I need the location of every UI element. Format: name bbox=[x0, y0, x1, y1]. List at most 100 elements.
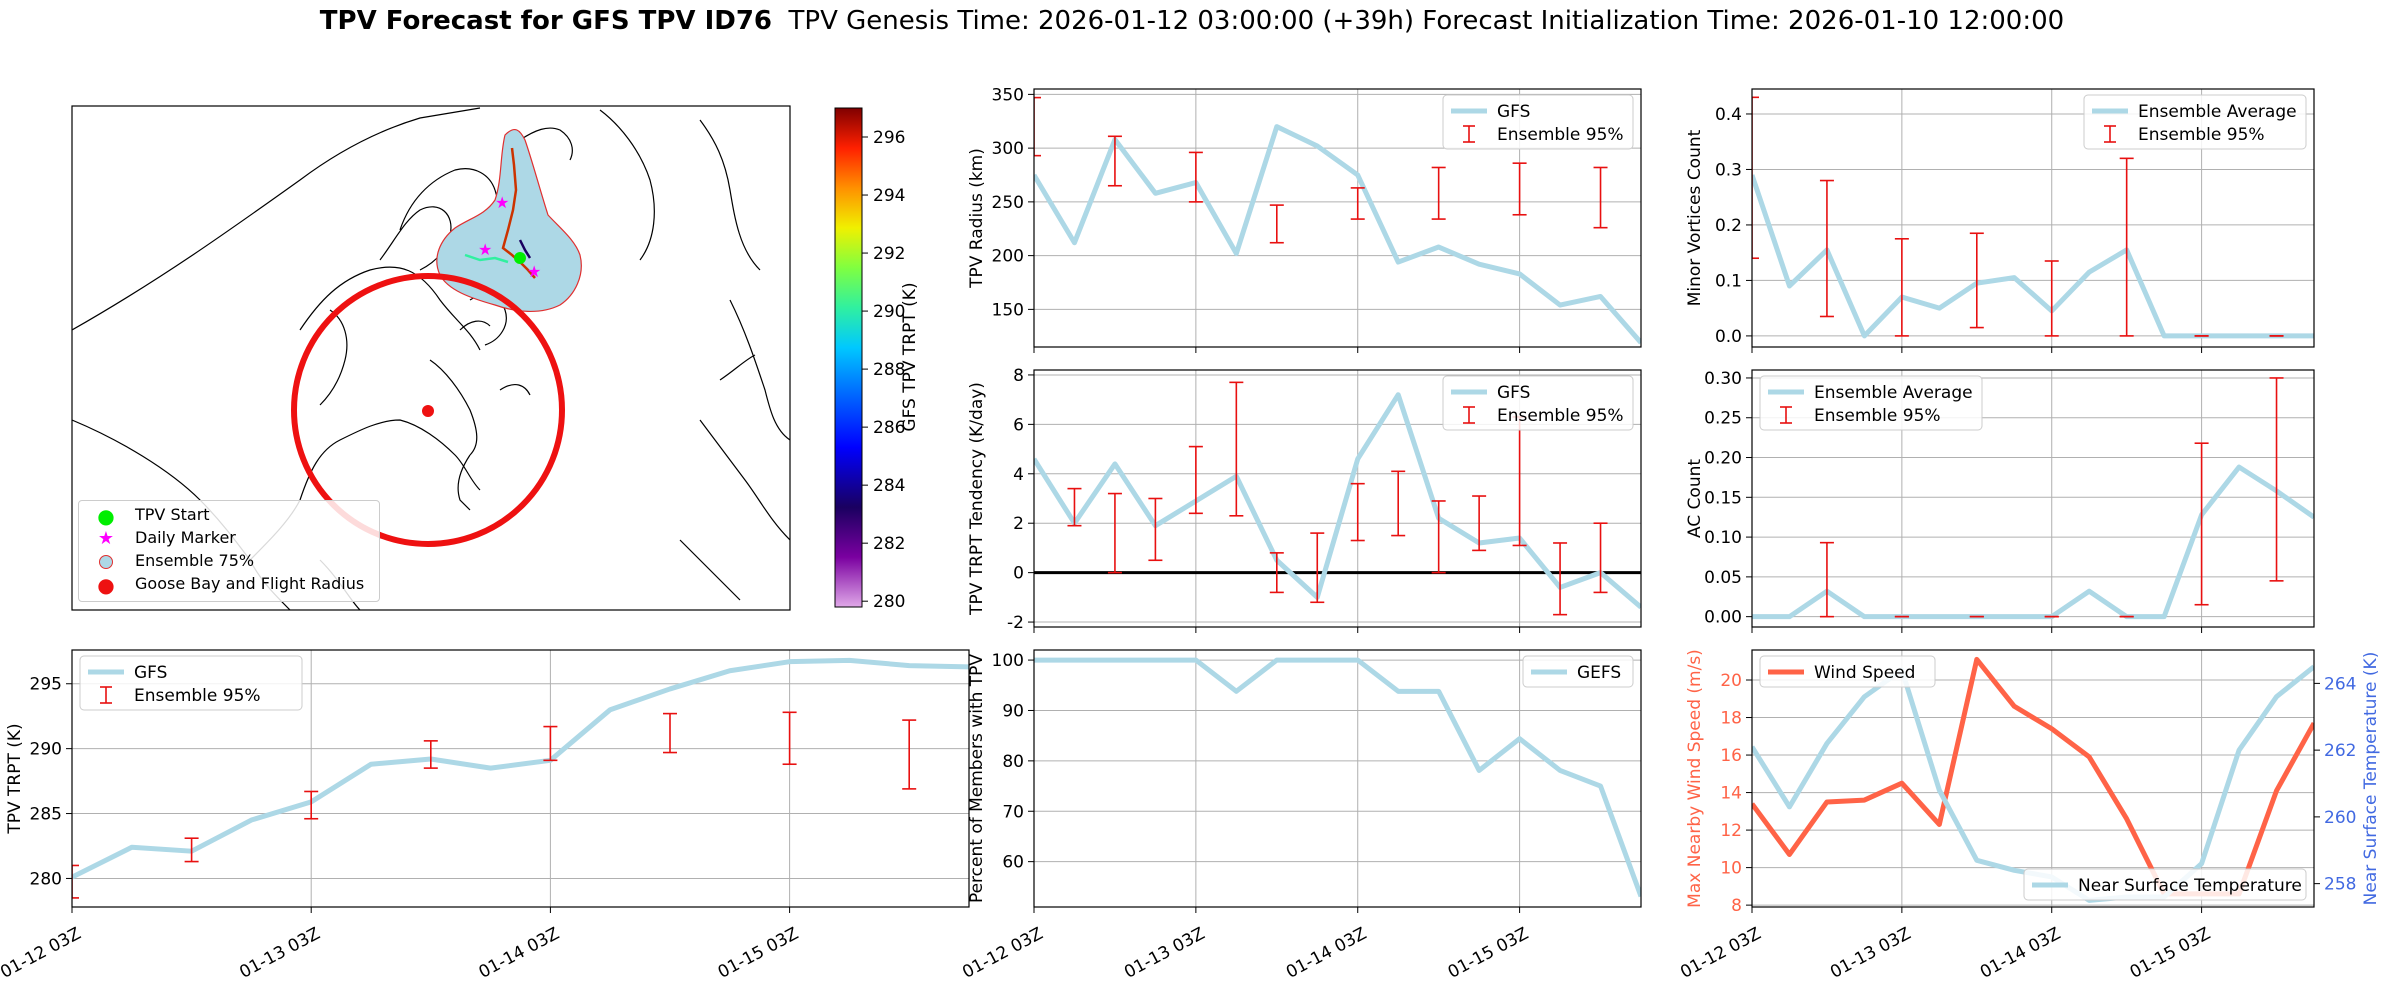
y-axis-label: TPV TRPT Tendency (K/day) bbox=[967, 382, 987, 616]
axes-frame bbox=[71, 649, 970, 908]
figure-title-bold: TPV Forecast for GFS TPV ID76 bbox=[319, 6, 773, 36]
plot-area bbox=[1752, 656, 2314, 903]
ensemble-region bbox=[436, 128, 582, 313]
colorbar-tick-label: 296 bbox=[873, 128, 905, 148]
legend-label: GEFS bbox=[1577, 663, 1621, 683]
legend-label: GFS bbox=[134, 663, 167, 683]
y-tick-label: 0.3 bbox=[1715, 160, 1742, 180]
y-tick-label: 250 bbox=[992, 193, 1024, 213]
x-tick-label: 01-14 03Z bbox=[476, 924, 563, 982]
colorbar-tick-label: 292 bbox=[873, 244, 905, 264]
y-tick-label: 0.30 bbox=[1704, 369, 1742, 389]
ensemble-circle-icon bbox=[95, 551, 117, 573]
y-tick-label: 70 bbox=[1002, 802, 1024, 822]
y-tick-label: 290 bbox=[30, 740, 62, 760]
legend-label: Ensemble 95% bbox=[2138, 125, 2265, 145]
y-tick-label: 2 bbox=[1013, 514, 1024, 534]
axes-frame bbox=[1751, 649, 2315, 908]
legend-box bbox=[79, 655, 303, 711]
y-tick-label: 16 bbox=[1720, 746, 1742, 766]
figure-title-rest: TPV Genesis Time: 2026-01-12 03:00:00 (+… bbox=[788, 6, 2065, 36]
y-tick-label: 8 bbox=[1013, 366, 1024, 386]
y-axis-label-right: Near Surface Temperature (K) bbox=[2361, 652, 2381, 906]
y-tick-label: 12 bbox=[1720, 821, 1742, 841]
legend-label: Near Surface Temperature bbox=[2078, 876, 2302, 896]
colorbar-tick-label: 290 bbox=[873, 302, 905, 322]
colorbar-tick-label: 286 bbox=[873, 418, 905, 438]
plot-area bbox=[1034, 657, 1641, 898]
chart-trpt: 280 285 290 295 01-12 03Z 01-13 03Z 01-14 03Z 0… bbox=[0, 649, 970, 982]
y-tick-label: 300 bbox=[992, 139, 1024, 159]
colorbar-tick-label: 284 bbox=[873, 476, 905, 496]
legend-label: Ensemble Average bbox=[2138, 102, 2297, 122]
y-axis-label: Minor Vortices Count bbox=[1685, 129, 1705, 306]
legend-label: Ensemble 95% bbox=[1814, 406, 1941, 426]
chart-ac: 0.00 0.05 0.10 0.15 0.20 0.25 0.30 AC Count Ense… bbox=[1685, 369, 2315, 633]
y-tick-label: 60 bbox=[1002, 853, 1024, 873]
colorbar-ticks: 280 282 284 286 288 290 292 294 296 bbox=[862, 128, 905, 612]
y-tick-label: 20 bbox=[1720, 671, 1742, 691]
figure-title: TPV Forecast for GFS TPV ID76 TPV Genesi… bbox=[0, 6, 2384, 36]
colorbar-label: GFS TPV TRPT (K) bbox=[900, 282, 920, 431]
x-tick-label: 01-14 03Z bbox=[1977, 924, 2064, 982]
tpv-start-icon: ● bbox=[97, 504, 115, 528]
chart-legend: GEFS bbox=[1522, 655, 1634, 688]
y-tick-label: 0.1 bbox=[1715, 271, 1742, 291]
series-line-ensemble-average bbox=[1752, 174, 2314, 339]
x-tick-label: 01-15 03Z bbox=[2127, 924, 2214, 982]
y-tick-label: 80 bbox=[1002, 752, 1024, 772]
colorbar bbox=[834, 107, 863, 608]
legend-label: Ensemble 95% bbox=[134, 686, 261, 706]
y-tick-label: 8 bbox=[1731, 896, 1742, 916]
plot-area bbox=[72, 657, 969, 899]
y-tick-label-right: 260 bbox=[2324, 808, 2356, 828]
goose-bay-marker bbox=[422, 405, 434, 417]
y-axis-label: AC Count bbox=[1685, 459, 1705, 538]
y-tick-label: 0.4 bbox=[1715, 105, 1742, 125]
legend-box bbox=[1522, 655, 1634, 688]
legend-label: GFS bbox=[1497, 383, 1530, 403]
x-tick-label: 01-15 03Z bbox=[715, 924, 802, 982]
chart-legend: Ensemble Average Ensemble 95% bbox=[1759, 375, 1983, 431]
plot-area bbox=[1034, 381, 1641, 616]
axes-frame bbox=[1751, 369, 2315, 628]
chart-legend: Near Surface Temperature bbox=[2023, 868, 2307, 901]
y-tick-label: 0.00 bbox=[1704, 608, 1742, 628]
y-axis-label: TPV Radius (km) bbox=[967, 148, 987, 289]
legend-label: Goose Bay and Flight Radius bbox=[135, 574, 365, 593]
chart-tendency: -2 0 2 4 6 8 TPV TRPT Tendency (K/day) GFS Ensem… bbox=[967, 366, 1642, 633]
chart-percent: 60 70 80 90 100 01-12 03Z 01-13 03Z 01-14 03Z 01… bbox=[959, 649, 1642, 982]
svg-text:★: ★ bbox=[478, 240, 492, 259]
y-tick-label: 150 bbox=[992, 300, 1024, 320]
legend-box bbox=[1759, 655, 1936, 688]
x-tick-label: 01-15 03Z bbox=[1445, 924, 1532, 982]
x-tick-label: 01-13 03Z bbox=[236, 924, 323, 982]
legend-label: Ensemble 75% bbox=[135, 551, 255, 570]
x-tick-label: 01-13 03Z bbox=[1121, 924, 1208, 982]
y-axis-label: Max Nearby Wind Speed (m/s) bbox=[1685, 649, 1705, 908]
y-tick-label: 14 bbox=[1720, 784, 1742, 804]
legend-box bbox=[1442, 375, 1634, 431]
legend-label: TPV Start bbox=[135, 505, 210, 524]
legend-box bbox=[2083, 94, 2307, 150]
x-tick-label: 01-12 03Z bbox=[0, 924, 84, 982]
y-tick-label: 285 bbox=[30, 805, 62, 825]
legend-label: Ensemble 95% bbox=[1497, 406, 1624, 426]
x-tick-label: 01-12 03Z bbox=[959, 924, 1046, 982]
y-tick-label: 295 bbox=[30, 675, 62, 695]
y-tick-label: 0.0 bbox=[1715, 327, 1742, 347]
star-icon: ★ bbox=[97, 528, 115, 549]
legend-label: Wind Speed bbox=[1814, 663, 1915, 683]
y-tick-label: 10 bbox=[1720, 859, 1742, 879]
x-tick-label: 01-13 03Z bbox=[1827, 924, 1914, 982]
series-line-gfs bbox=[1034, 392, 1641, 610]
y-tick-label: 6 bbox=[1013, 415, 1024, 435]
colorbar-tick-label: 294 bbox=[873, 186, 905, 206]
svg-text:★: ★ bbox=[527, 262, 541, 281]
colorbar-tick-label: 282 bbox=[873, 534, 905, 554]
colorbar-tick-label: 288 bbox=[873, 360, 905, 380]
legend-label: Daily Marker bbox=[135, 528, 236, 547]
y-tick-label: -2 bbox=[1007, 613, 1024, 633]
series-line-gefs bbox=[1034, 657, 1641, 898]
